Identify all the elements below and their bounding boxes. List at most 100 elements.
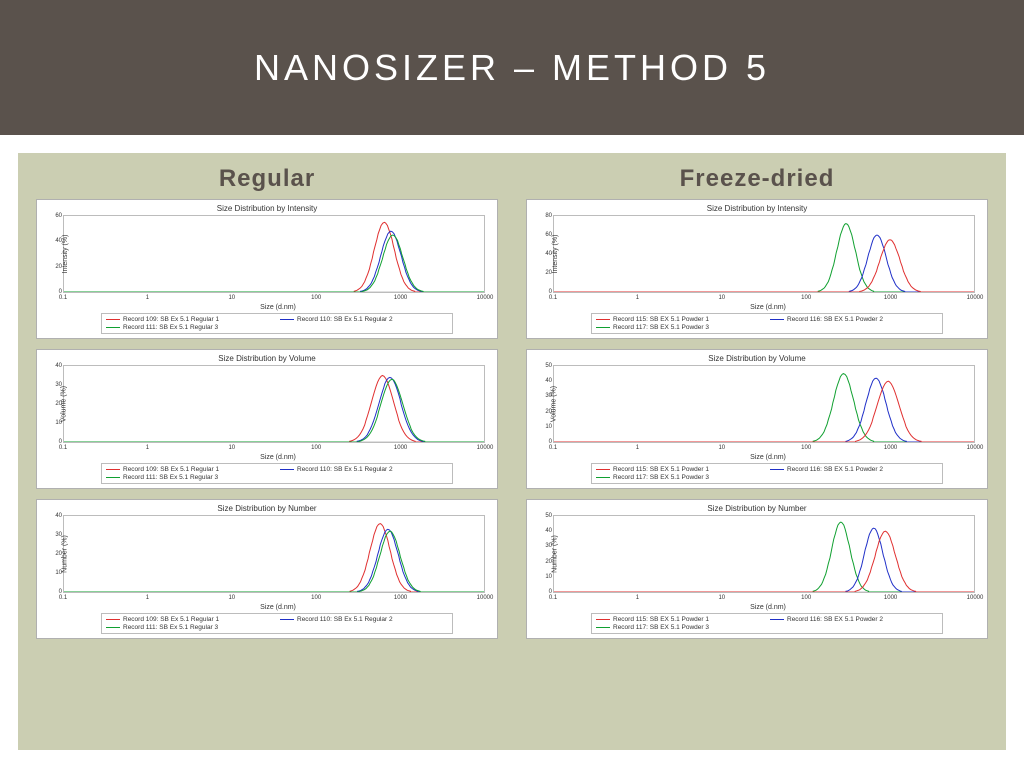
legend-label: Record 110: SB Ex 5.1 Regular 2 xyxy=(297,316,393,323)
column: RegularSize Distribution by IntensityInt… xyxy=(36,165,498,744)
legend-swatch xyxy=(596,319,610,320)
series-line xyxy=(554,235,974,292)
chart-legend: Record 115: SB EX 5.1 Powder 1 Record 116… xyxy=(591,613,943,634)
legend-swatch xyxy=(106,469,120,470)
legend-swatch xyxy=(770,619,784,620)
x-tick: 10000 xyxy=(967,595,984,601)
x-tick: 1000 xyxy=(884,445,897,451)
plot-svg xyxy=(64,516,484,592)
legend-label: Record 117: SB EX 5.1 Powder 3 xyxy=(613,474,709,481)
x-axis-label: Size (d.nm) xyxy=(553,454,983,461)
x-tick: 10 xyxy=(228,295,235,301)
x-tick: 0.1 xyxy=(549,445,557,451)
legend-label: Record 115: SB EX 5.1 Powder 1 xyxy=(613,466,709,473)
chart-plot-area: Number (%)01020304050 xyxy=(553,515,975,593)
series-line xyxy=(554,381,974,442)
legend-swatch xyxy=(596,469,610,470)
x-tick: 1 xyxy=(146,295,149,301)
series-line xyxy=(554,224,974,292)
x-axis-label: Size (d.nm) xyxy=(553,604,983,611)
x-tick: 100 xyxy=(311,445,321,451)
column: Freeze-driedSize Distribution by Intensi… xyxy=(526,165,988,744)
x-ticks: 0.1110100100010000 xyxy=(63,445,485,453)
chart-legend: Record 109: SB Ex 5.1 Regular 1Record 11… xyxy=(101,613,453,634)
x-tick: 100 xyxy=(311,295,321,301)
legend-label: Record 109: SB Ex 5.1 Regular 1 xyxy=(123,466,219,473)
legend-swatch xyxy=(106,627,120,628)
chart-plot-area: Intensity (%)0204060 xyxy=(63,215,485,293)
chart-title: Size Distribution by Number xyxy=(41,504,493,513)
y-tick: 40 xyxy=(540,378,552,384)
legend-label: Record 115: SB EX 5.1 Powder 1 xyxy=(613,316,709,323)
series-line xyxy=(554,374,974,442)
chart-panel: Size Distribution by NumberNumber (%)010… xyxy=(36,499,498,639)
y-ticks: 01020304050 xyxy=(540,516,552,592)
legend-swatch xyxy=(280,619,294,620)
x-tick: 1000 xyxy=(394,295,407,301)
chart-title: Size Distribution by Volume xyxy=(531,354,983,363)
legend-swatch xyxy=(770,469,784,470)
series-line xyxy=(554,522,974,592)
y-ticks: 020406080 xyxy=(540,216,552,292)
legend-item: Record 117: SB EX 5.1 Powder 3 xyxy=(596,474,764,481)
y-tick: 80 xyxy=(540,213,552,219)
y-ticks: 0204060 xyxy=(50,216,62,292)
y-tick: 20 xyxy=(540,409,552,415)
legend-swatch xyxy=(106,319,120,320)
legend-swatch xyxy=(106,477,120,478)
x-tick: 0.1 xyxy=(59,595,67,601)
x-tick: 10000 xyxy=(477,445,494,451)
legend-label: Record 110: SB Ex 5.1 Regular 2 xyxy=(297,466,393,473)
content-area: RegularSize Distribution by IntensityInt… xyxy=(18,153,1006,750)
y-tick: 30 xyxy=(50,382,62,388)
x-tick: 1000 xyxy=(394,595,407,601)
legend-label: Record 116: SB EX 5.1 Powder 2 xyxy=(787,616,883,623)
chart-title: Size Distribution by Volume xyxy=(41,354,493,363)
x-tick: 100 xyxy=(801,445,811,451)
series-line xyxy=(64,377,484,442)
legend-label: Record 115: SB EX 5.1 Powder 1 xyxy=(613,616,709,623)
chart-panel: Size Distribution by Number Number (%)010… xyxy=(526,499,988,639)
series-line xyxy=(64,529,484,592)
x-ticks: 0.1110100100010000 xyxy=(553,595,975,603)
x-tick: 1 xyxy=(636,595,639,601)
legend-item: Record 117: SB EX 5.1 Powder 3 xyxy=(596,624,764,631)
legend-label: Record 116: SB EX 5.1 Powder 2 xyxy=(787,316,883,323)
legend-label: Record 116: SB EX 5.1 Powder 2 xyxy=(787,466,883,473)
y-tick: 40 xyxy=(540,251,552,257)
y-tick: 20 xyxy=(50,264,62,270)
legend-label: Record 111: SB Ex 5.1 Regular 3 xyxy=(123,324,218,331)
x-tick: 0.1 xyxy=(549,295,557,301)
chart-plot-area: Intensity (%)020406080 xyxy=(553,215,975,293)
y-ticks: 010203040 xyxy=(50,516,62,592)
chart-title: Size Distribution by Intensity xyxy=(41,204,493,213)
legend-item: Record 115: SB EX 5.1 Powder 1 xyxy=(596,316,764,323)
x-tick: 1 xyxy=(636,295,639,301)
legend-label: Record 111: SB Ex 5.1 Regular 3 xyxy=(123,624,218,631)
x-tick: 10000 xyxy=(477,295,494,301)
x-tick: 0.1 xyxy=(59,295,67,301)
x-ticks: 0.1110100100010000 xyxy=(553,295,975,303)
legend-item: Record 115: SB EX 5.1 Powder 1 xyxy=(596,616,764,623)
plot-svg xyxy=(554,366,974,442)
slide: NANOSIZER – METHOD 5 RegularSize Distrib… xyxy=(0,0,1024,768)
columns: RegularSize Distribution by IntensityInt… xyxy=(36,165,988,744)
y-ticks: 010203040 xyxy=(50,366,62,442)
legend-swatch xyxy=(770,319,784,320)
legend-item: Record 116: SB EX 5.1 Powder 2 xyxy=(770,616,938,623)
legend-item: Record 115: SB EX 5.1 Powder 1 xyxy=(596,466,764,473)
x-tick: 1 xyxy=(146,595,149,601)
title-bar: NANOSIZER – METHOD 5 xyxy=(0,0,1024,135)
chart-title: Size Distribution by Number xyxy=(531,504,983,513)
plot-svg xyxy=(64,366,484,442)
legend-item: Record 117: SB EX 5.1 Powder 3 xyxy=(596,324,764,331)
legend-label: Record 109: SB Ex 5.1 Regular 1 xyxy=(123,616,219,623)
series-line xyxy=(554,531,974,592)
y-tick: 20 xyxy=(540,270,552,276)
x-ticks: 0.1110100100010000 xyxy=(63,295,485,303)
legend-item: Record 110: SB Ex 5.1 Regular 2 xyxy=(280,466,448,473)
x-tick: 0.1 xyxy=(549,595,557,601)
x-tick: 0.1 xyxy=(59,445,67,451)
legend-label: Record 117: SB EX 5.1 Powder 3 xyxy=(613,324,709,331)
series-line xyxy=(64,379,484,442)
